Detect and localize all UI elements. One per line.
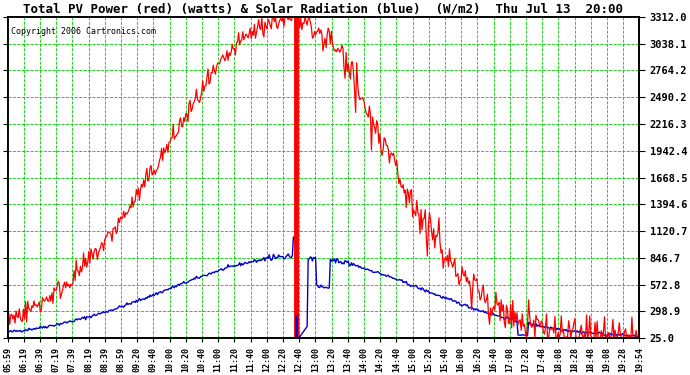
Title: Total PV Power (red) (watts) & Solar Radiation (blue)  (W/m2)  Thu Jul 13  20:00: Total PV Power (red) (watts) & Solar Rad… xyxy=(23,3,624,16)
Text: Copyright 2006 Cartronics.com: Copyright 2006 Cartronics.com xyxy=(11,27,156,36)
